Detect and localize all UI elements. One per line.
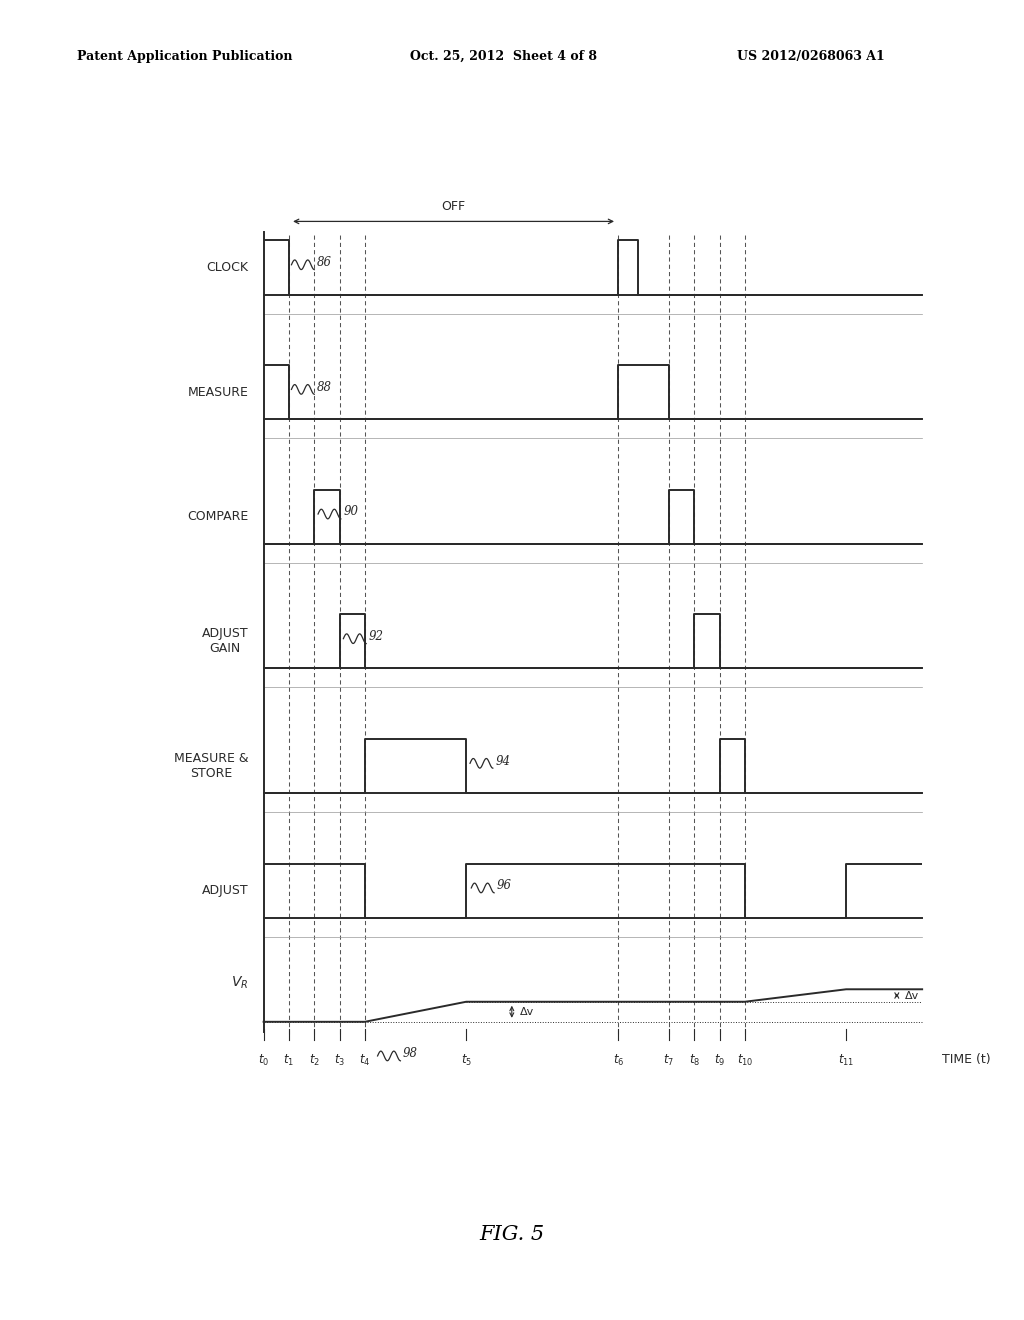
Text: 98: 98 bbox=[402, 1047, 418, 1060]
Text: $t_7$: $t_7$ bbox=[664, 1053, 675, 1068]
Text: 94: 94 bbox=[496, 755, 510, 768]
Text: 88: 88 bbox=[316, 380, 332, 393]
Text: $V_R$: $V_R$ bbox=[231, 974, 249, 991]
Text: CLOCK: CLOCK bbox=[207, 261, 249, 275]
Text: OFF: OFF bbox=[441, 201, 466, 214]
Text: 96: 96 bbox=[497, 879, 512, 892]
Text: $t_{11}$: $t_{11}$ bbox=[838, 1053, 854, 1068]
Text: Δv: Δv bbox=[904, 990, 919, 1001]
Text: MEASURE &
STORE: MEASURE & STORE bbox=[174, 752, 249, 780]
Text: $t_6$: $t_6$ bbox=[612, 1053, 624, 1068]
Text: $t_9$: $t_9$ bbox=[714, 1053, 725, 1068]
Text: $t_2$: $t_2$ bbox=[308, 1053, 319, 1068]
Text: 90: 90 bbox=[343, 506, 358, 519]
Text: COMPARE: COMPARE bbox=[187, 511, 249, 523]
Text: ADJUST: ADJUST bbox=[202, 884, 249, 898]
Text: $t_8$: $t_8$ bbox=[688, 1053, 699, 1068]
Text: Oct. 25, 2012  Sheet 4 of 8: Oct. 25, 2012 Sheet 4 of 8 bbox=[410, 50, 597, 63]
Text: FIG. 5: FIG. 5 bbox=[479, 1225, 545, 1243]
Text: 92: 92 bbox=[369, 630, 384, 643]
Text: 86: 86 bbox=[316, 256, 332, 269]
Text: MEASURE: MEASURE bbox=[187, 385, 249, 399]
Text: $t_0$: $t_0$ bbox=[258, 1053, 269, 1068]
Text: $t_5$: $t_5$ bbox=[461, 1053, 472, 1068]
Text: ADJUST
GAIN: ADJUST GAIN bbox=[202, 627, 249, 656]
Text: Patent Application Publication: Patent Application Publication bbox=[77, 50, 292, 63]
Text: US 2012/0268063 A1: US 2012/0268063 A1 bbox=[737, 50, 885, 63]
Text: $t_1$: $t_1$ bbox=[284, 1053, 295, 1068]
Text: TIME (t): TIME (t) bbox=[942, 1053, 991, 1067]
Text: Δv: Δv bbox=[519, 1007, 534, 1016]
Text: $t_3$: $t_3$ bbox=[334, 1053, 345, 1068]
Text: $t_{10}$: $t_{10}$ bbox=[736, 1053, 753, 1068]
Text: $t_4$: $t_4$ bbox=[359, 1053, 371, 1068]
